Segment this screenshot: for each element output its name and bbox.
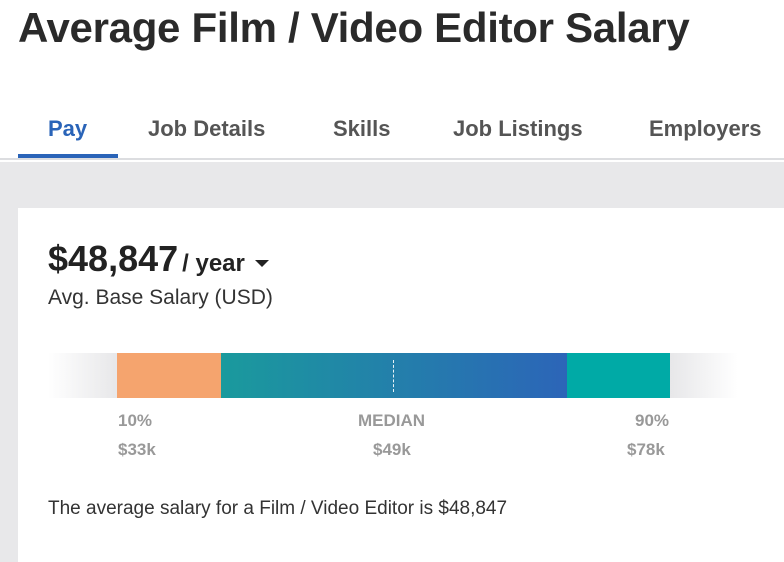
range-low-value: $33k [118,440,156,459]
salary-amount: $48,847 [48,238,179,279]
active-tab-indicator [18,154,118,158]
salary-range-bar [48,353,738,398]
tab-employers[interactable]: Employers [649,116,762,141]
range-low-label: 10% [118,411,153,430]
salary-subtitle: Avg. Base Salary (USD) [48,286,273,309]
range-segment-low [117,353,221,398]
salary-card: $48,847/ year Avg. Base Salary (USD) 10%… [18,208,784,562]
page-title: Average Film / Video Editor Salary [18,4,690,51]
range-segment-high [567,353,671,398]
tab-pay[interactable]: Pay [48,116,88,141]
chevron-down-icon[interactable] [254,260,269,268]
tab-job-details[interactable]: Job Details [148,116,266,141]
range-median-label: MEDIAN [358,411,426,430]
range-segment-median [221,353,567,398]
salary-summary: The average salary for a Film / Video Ed… [48,498,508,519]
range-median-value: $49k [373,440,411,459]
range-fade-right [670,353,738,398]
median-marker [393,360,394,392]
range-high-label: 90% [635,411,670,430]
tab-bar: Pay Job Details Skills Job Listings Empl… [0,100,784,160]
salary-headline: $48,847/ year [48,238,269,280]
tab-skills[interactable]: Skills [333,116,391,141]
tab-job-listings[interactable]: Job Listings [453,116,583,141]
pay-period-selector[interactable]: / year [182,250,245,277]
range-fade-left [48,353,118,398]
range-high-value: $78k [627,440,665,459]
